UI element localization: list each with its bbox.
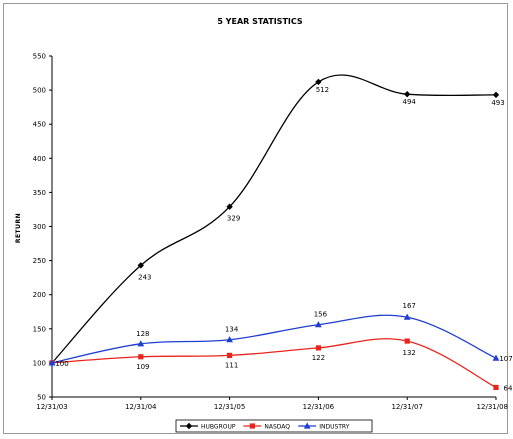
series-layer xyxy=(48,74,500,391)
data-label-nasdaq: 109 xyxy=(136,363,149,371)
data-label-industry: 107 xyxy=(499,355,512,363)
data-label-hubgroup: 493 xyxy=(491,99,504,107)
y-tick-label: 250 xyxy=(33,257,46,265)
point-industry xyxy=(48,359,56,366)
series-hubgroup xyxy=(48,74,500,367)
data-label-hubgroup: 100 xyxy=(55,360,68,368)
point-hubgroup xyxy=(315,78,322,86)
legend-box xyxy=(175,419,373,433)
y-tick-label: 200 xyxy=(33,291,46,299)
point-nasdaq xyxy=(493,384,499,391)
y-axis-label: RETURN xyxy=(15,213,22,243)
data-labels: 100 243 329 512 494 493 109 111 122 132 64 128 134 15… xyxy=(55,86,513,393)
point-nasdaq xyxy=(315,345,321,351)
data-label-hubgroup: 329 xyxy=(227,215,240,223)
legend: HUBGROUP NASDAQ INDUSTRY xyxy=(175,419,373,433)
point-industry xyxy=(492,354,500,361)
legend-item-nasdaq: NASDAQ xyxy=(243,423,290,431)
data-label-industry: 156 xyxy=(314,311,328,319)
point-industry xyxy=(403,313,411,320)
data-label-nasdaq: 132 xyxy=(403,349,416,357)
point-hubgroup xyxy=(492,91,500,99)
legend-marker-nasdaq xyxy=(249,423,255,429)
series-nasdaq xyxy=(49,338,499,391)
data-label-nasdaq: 111 xyxy=(225,361,238,369)
point-industry xyxy=(315,321,322,328)
point-nasdaq xyxy=(138,354,144,360)
y-tick-label: 500 xyxy=(33,87,46,95)
series-line-industry xyxy=(51,314,497,364)
x-tick-label: 12/31/08 xyxy=(477,403,508,411)
y-tick-label: 350 xyxy=(33,189,46,197)
y-tick-label: 300 xyxy=(33,223,46,231)
x-tick-label: 12/31/04 xyxy=(125,403,157,411)
legend-item-hubgroup: HUBGROUP xyxy=(180,422,236,431)
data-label-nasdaq: 122 xyxy=(312,354,325,362)
data-label-hubgroup: 494 xyxy=(403,98,417,106)
data-label-hubgroup: 512 xyxy=(316,86,329,94)
legend-item-industry: INDUSTRY xyxy=(298,422,350,431)
series-line-nasdaq xyxy=(51,338,497,389)
point-hubgroup xyxy=(404,90,411,98)
data-label-industry: 128 xyxy=(136,330,149,338)
legend-marker-industry xyxy=(303,422,311,429)
y-tick-label: 400 xyxy=(33,155,46,163)
legend-label-industry: INDUSTRY xyxy=(319,424,350,431)
y-tick-label: 150 xyxy=(33,325,46,333)
point-nasdaq xyxy=(404,338,410,344)
series-industry xyxy=(48,313,500,366)
data-label-nasdaq: 64 xyxy=(504,384,513,392)
x-tick-label: 12/31/06 xyxy=(303,403,335,411)
data-label-hubgroup: 243 xyxy=(138,273,151,281)
data-label-industry: 167 xyxy=(403,302,416,310)
series-line-hubgroup xyxy=(51,74,497,364)
point-hubgroup xyxy=(137,262,144,269)
chart-frame xyxy=(3,3,508,434)
y-tick-label: 550 xyxy=(33,53,46,61)
point-industry xyxy=(137,340,145,347)
x-tick-label: 12/31/03 xyxy=(36,403,67,411)
axes: 50 100 150 200 250 300 350 400 450 500 550 12/31/03… xyxy=(33,53,508,412)
legend-label-hubgroup: HUBGROUP xyxy=(201,424,236,431)
point-industry xyxy=(226,336,233,343)
y-tick-label: 450 xyxy=(33,121,46,129)
legend-marker-hubgroup xyxy=(185,422,193,430)
legend-label-nasdaq: NASDAQ xyxy=(264,424,290,431)
y-tick-label: 50 xyxy=(37,394,46,402)
data-label-industry: 134 xyxy=(225,326,239,334)
point-hubgroup xyxy=(226,203,233,210)
point-nasdaq xyxy=(227,352,233,358)
x-tick-label: 12/31/07 xyxy=(391,403,422,411)
x-tick-label: 12/31/05 xyxy=(214,403,245,411)
y-tick-label: 100 xyxy=(33,359,46,367)
chart-title: 5 YEAR STATISTICS xyxy=(217,17,303,26)
